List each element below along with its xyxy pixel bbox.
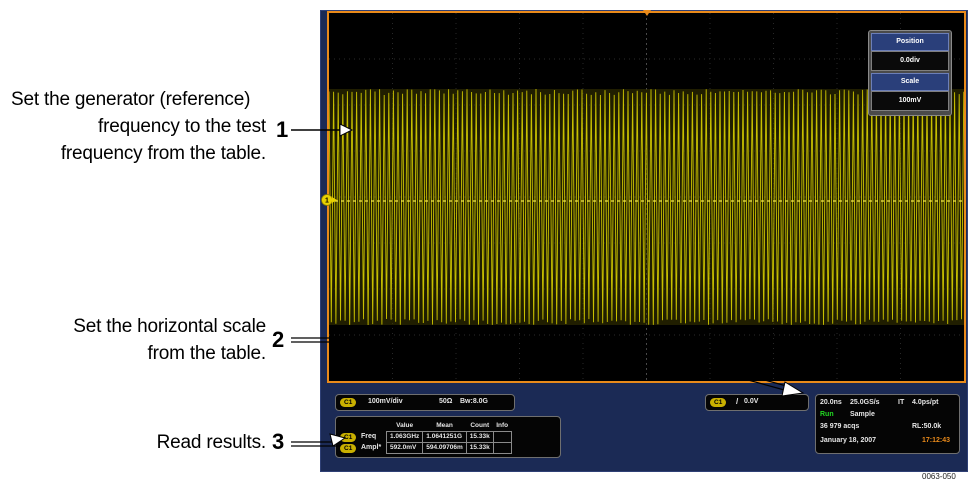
- arrow-3-head: [330, 434, 345, 446]
- arrow-2-head: [782, 382, 803, 396]
- arrow-1-head: [340, 124, 352, 136]
- figure-id: 0063-050: [922, 472, 956, 481]
- arrow-2-line-a: [291, 338, 790, 387]
